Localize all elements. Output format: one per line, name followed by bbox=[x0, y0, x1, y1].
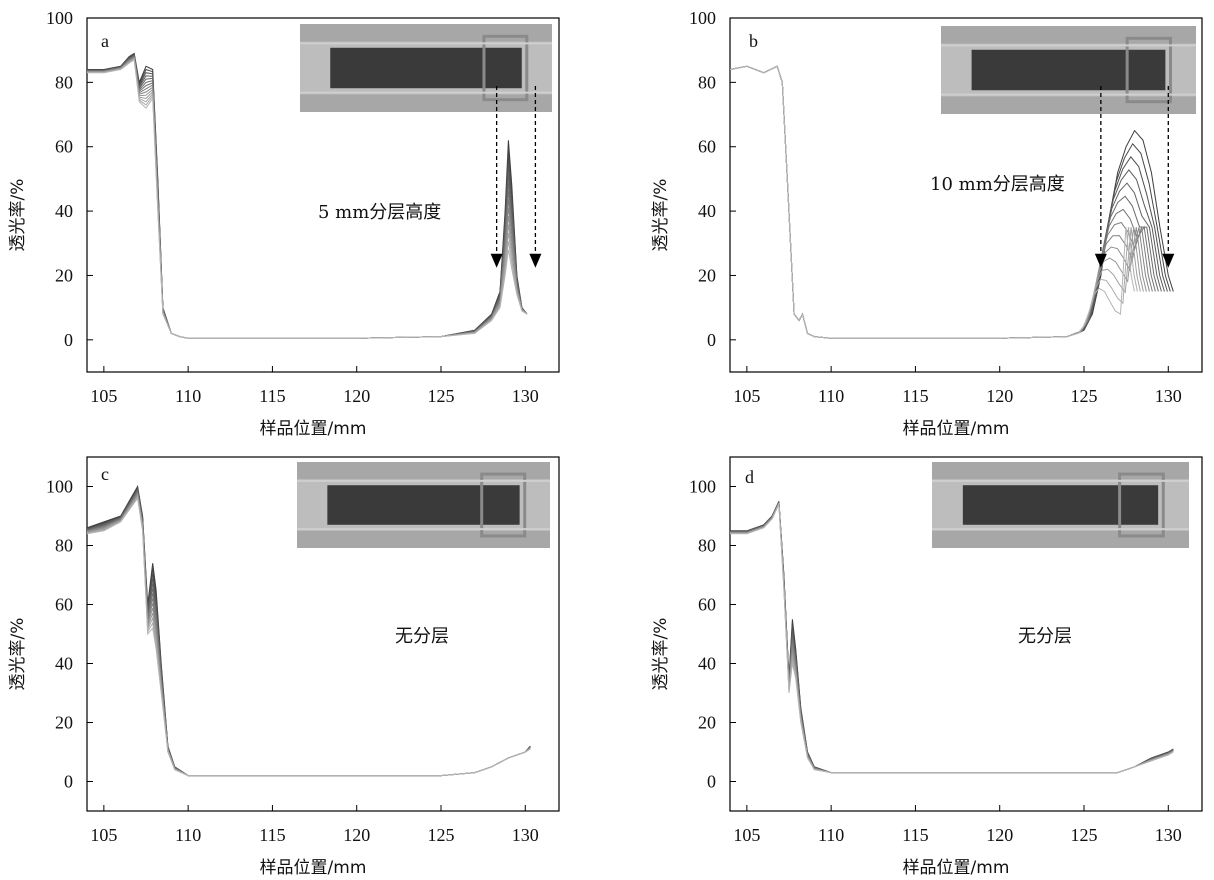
y-tick-label: 0 bbox=[64, 772, 73, 792]
y-axis-label: 透光率/% bbox=[651, 179, 671, 252]
x-tick-label: 120 bbox=[343, 386, 370, 406]
y-tick-label: 20 bbox=[698, 265, 716, 285]
x-tick-label: 115 bbox=[902, 825, 928, 845]
sample-photo bbox=[941, 26, 1196, 114]
y-tick-label: 80 bbox=[698, 72, 716, 92]
x-tick-label: 130 bbox=[1155, 386, 1182, 406]
x-axis-label: 样品位置/mm bbox=[903, 858, 1010, 878]
annotation-text: 10 mm分层高度 bbox=[930, 174, 1065, 195]
x-tick-label: 130 bbox=[512, 825, 539, 845]
x-tick-label: 125 bbox=[428, 825, 455, 845]
y-tick-label: 60 bbox=[55, 595, 73, 615]
x-tick-label: 130 bbox=[1155, 825, 1182, 845]
chart-panel-b: 105 110 115 120 125 130 0 20 40 60 80 100 样品位置/mm 透光率… bbox=[651, 8, 1203, 439]
series-group bbox=[87, 485, 531, 777]
y-tick-label: 100 bbox=[46, 8, 73, 28]
plot-frame bbox=[729, 17, 1203, 373]
y-axis-label: 透光率/% bbox=[8, 618, 28, 691]
y-tick-label: 0 bbox=[707, 330, 716, 350]
series-line bbox=[87, 497, 531, 777]
x-axis-label: 样品位置/mm bbox=[260, 858, 367, 878]
plot-frame bbox=[729, 456, 1203, 812]
y-tick-label: 20 bbox=[55, 265, 73, 285]
chart-panel-a: 105 110 115 120 125 130 0 20 40 60 80 100 样品位置/mm 透光率… bbox=[8, 8, 560, 439]
y-tick-label: 0 bbox=[707, 772, 716, 792]
x-tick-label: 115 bbox=[902, 386, 928, 406]
sample-photo bbox=[932, 462, 1189, 548]
x-tick-label: 125 bbox=[1071, 386, 1098, 406]
y-axis-label: 透光率/% bbox=[651, 618, 671, 691]
chart-panel-c: 105 110 115 120 125 130 0 20 40 60 80 100 样品位置/mm 透光率… bbox=[8, 456, 560, 878]
sample-photo bbox=[300, 24, 552, 112]
y-tick-label: 40 bbox=[55, 654, 73, 674]
y-tick-label: 100 bbox=[689, 8, 716, 28]
sample-photo bbox=[297, 462, 550, 548]
x-tick-label: 115 bbox=[259, 825, 285, 845]
arrow-head bbox=[529, 253, 542, 268]
y-tick-label: 100 bbox=[46, 477, 73, 497]
arrow-head bbox=[1162, 253, 1175, 268]
annotation-text: 无分层 bbox=[1018, 626, 1072, 647]
x-tick-label: 125 bbox=[1071, 825, 1098, 845]
plot-frame bbox=[86, 17, 560, 373]
x-tick-label: 105 bbox=[733, 825, 760, 845]
x-tick-label: 110 bbox=[818, 386, 844, 406]
series-group bbox=[730, 65, 1174, 339]
y-tick-label: 40 bbox=[698, 201, 716, 221]
x-tick-label: 125 bbox=[428, 386, 455, 406]
y-tick-label: 0 bbox=[64, 330, 73, 350]
y-tick-label: 100 bbox=[689, 477, 716, 497]
panel-label: d bbox=[745, 467, 754, 487]
x-tick-label: 120 bbox=[343, 825, 370, 845]
x-axis-label: 样品位置/mm bbox=[903, 419, 1010, 439]
x-tick-label: 120 bbox=[986, 386, 1013, 406]
y-tick-label: 40 bbox=[698, 654, 716, 674]
chart-panel-d: 105 110 115 120 125 130 0 20 40 60 80 100 样品位置/mm 透光率… bbox=[651, 456, 1203, 878]
x-tick-label: 105 bbox=[90, 825, 117, 845]
panel-label: b bbox=[749, 31, 758, 51]
series-line bbox=[87, 58, 528, 339]
y-tick-label: 60 bbox=[698, 137, 716, 157]
x-tick-label: 110 bbox=[175, 386, 201, 406]
x-tick-label: 130 bbox=[512, 386, 539, 406]
y-tick-label: 80 bbox=[55, 536, 73, 556]
panel-label: c bbox=[101, 464, 109, 484]
annotation-text: 无分层 bbox=[395, 626, 449, 647]
y-tick-label: 60 bbox=[55, 137, 73, 157]
y-tick-label: 20 bbox=[698, 713, 716, 733]
arrow-head bbox=[490, 253, 503, 268]
x-tick-label: 120 bbox=[986, 825, 1013, 845]
x-tick-label: 110 bbox=[818, 825, 844, 845]
series-group bbox=[730, 501, 1174, 774]
series-group bbox=[87, 52, 528, 339]
annotation-text: 5 mm分层高度 bbox=[318, 202, 441, 223]
x-tick-label: 105 bbox=[733, 386, 760, 406]
y-tick-label: 60 bbox=[698, 595, 716, 615]
plot-frame bbox=[86, 456, 560, 812]
series-line bbox=[730, 65, 1135, 339]
x-tick-label: 110 bbox=[175, 825, 201, 845]
y-tick-label: 20 bbox=[55, 713, 73, 733]
y-tick-label: 40 bbox=[55, 201, 73, 221]
y-axis-label: 透光率/% bbox=[8, 179, 28, 252]
series-line bbox=[730, 503, 1174, 774]
x-axis-label: 样品位置/mm bbox=[260, 419, 367, 439]
arrow-head bbox=[1094, 253, 1107, 268]
panel-label: a bbox=[101, 31, 109, 51]
x-tick-label: 105 bbox=[90, 386, 117, 406]
x-tick-label: 115 bbox=[259, 386, 285, 406]
y-tick-label: 80 bbox=[698, 536, 716, 556]
y-tick-label: 80 bbox=[55, 72, 73, 92]
